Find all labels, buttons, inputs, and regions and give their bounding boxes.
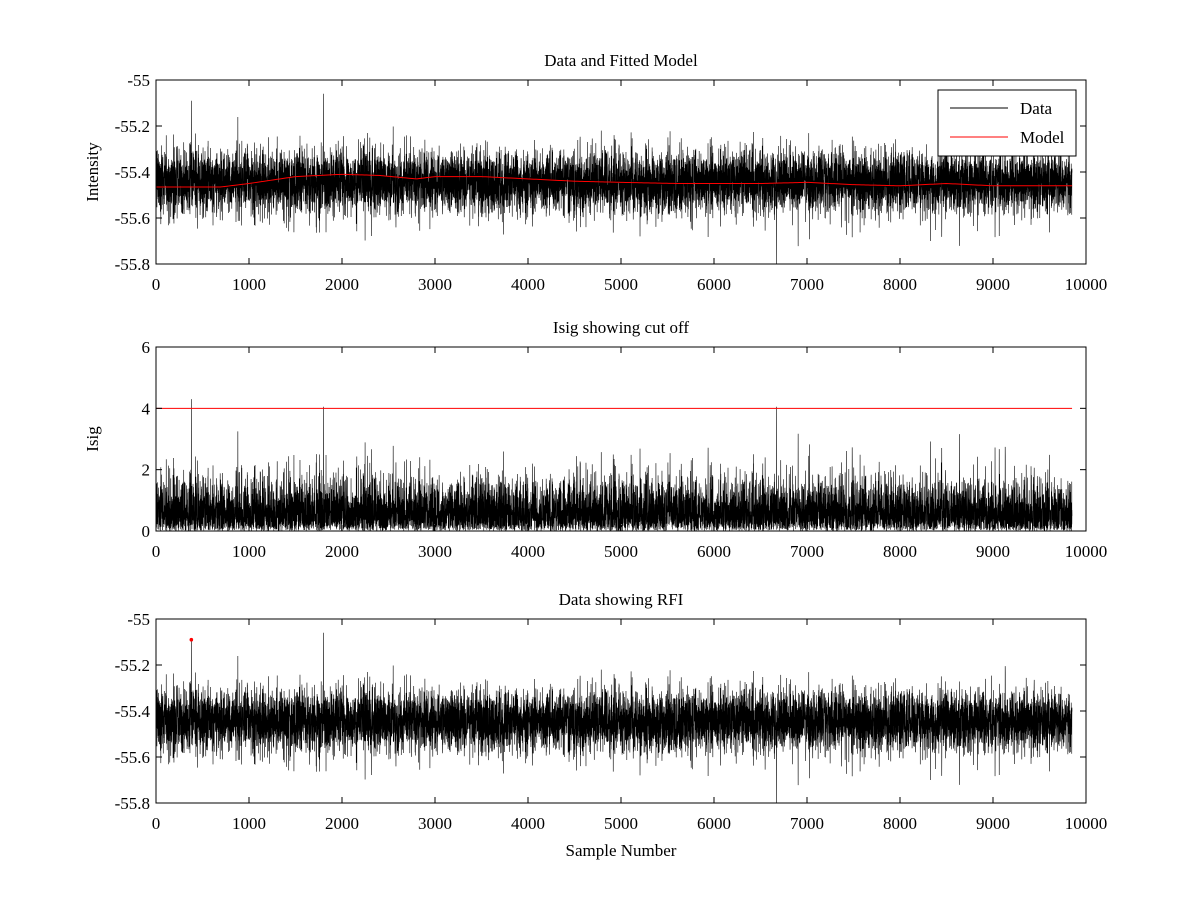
x-tick-label: 7000 [790, 275, 824, 294]
x-tick-label: 1000 [232, 542, 266, 561]
legend-box [937, 89, 1077, 157]
chart-1: 0 1000 2000 3000 4000 5000 6000 7000 8000 9000 100… [83, 51, 1107, 294]
x-tick-label: 0 [152, 275, 161, 294]
x-axis-label: Sample Number [566, 841, 677, 860]
chart-title: Isig showing cut off [553, 318, 689, 337]
y-tick-label: -55 [127, 71, 150, 90]
x-tick-label: 6000 [697, 542, 731, 561]
y-tick-label: 2 [142, 461, 151, 480]
legend-label-model: Model [1020, 128, 1065, 147]
y-tick-label: -55.8 [115, 255, 150, 274]
chart-title: Data showing RFI [559, 590, 684, 609]
x-tick-label: 6000 [697, 814, 731, 833]
x-tick-label: 3000 [418, 542, 452, 561]
x-tick-label: 8000 [883, 814, 917, 833]
x-tick-label: 3000 [418, 275, 452, 294]
y-axis-label: Isig [83, 426, 102, 452]
chart-3: 0 1000 2000 3000 4000 5000 6000 7000 8000 9000 100… [115, 590, 1108, 860]
plot-content [156, 93, 1073, 264]
y-tick-label: -55.4 [115, 163, 151, 182]
y-tick-label: -55.2 [115, 656, 150, 675]
x-tick-label: 9000 [976, 814, 1010, 833]
x-tick-label: 1000 [232, 275, 266, 294]
y-tick-label: 6 [142, 338, 151, 357]
x-tick-label: 0 [152, 814, 161, 833]
x-tick-label: 8000 [883, 275, 917, 294]
plot-content [156, 399, 1073, 531]
legend-label-data: Data [1020, 99, 1053, 118]
y-tick-label: -55.6 [115, 209, 150, 228]
series-isig [156, 399, 1073, 531]
y-tick-label: 4 [142, 399, 151, 418]
x-tick-label: 8000 [883, 542, 917, 561]
x-tick-label: 2000 [325, 275, 359, 294]
y-tick-label: -55.2 [115, 117, 150, 136]
plot-content [156, 632, 1073, 803]
y-tick-label: -55.8 [115, 794, 150, 813]
y-axis-label: Intensity [83, 142, 102, 202]
series-data [156, 632, 1073, 803]
y-tick-label: -55.4 [115, 702, 151, 721]
series-data [156, 93, 1073, 264]
x-tick-label: 9000 [976, 542, 1010, 561]
legend: Data Model [937, 89, 1077, 157]
x-tick-label: 10000 [1065, 814, 1108, 833]
x-tick-label: 3000 [418, 814, 452, 833]
y-tick-label: -55.6 [115, 748, 150, 767]
x-tick-label: 2000 [325, 542, 359, 561]
x-tick-label: 10000 [1065, 542, 1108, 561]
x-tick-label: 6000 [697, 275, 731, 294]
x-tick-label: 1000 [232, 814, 266, 833]
y-tick-label: -55 [127, 610, 150, 629]
x-tick-label: 4000 [511, 814, 545, 833]
x-tick-label: 5000 [604, 275, 638, 294]
x-tick-label: 10000 [1065, 275, 1108, 294]
x-tick-label: 7000 [790, 814, 824, 833]
x-tick-label: 5000 [604, 814, 638, 833]
y-tick-label: 0 [142, 522, 151, 541]
x-tick-label: 9000 [976, 275, 1010, 294]
series-model [156, 173, 1073, 188]
x-tick-label: 4000 [511, 275, 545, 294]
x-tick-label: 2000 [325, 814, 359, 833]
chart-2: 0 1000 2000 3000 4000 5000 6000 7000 8000 9000 100… [83, 318, 1107, 561]
chart-title: Data and Fitted Model [544, 51, 698, 70]
rfi-marker [189, 637, 194, 642]
x-tick-label: 4000 [511, 542, 545, 561]
x-tick-label: 0 [152, 542, 161, 561]
x-tick-label: 5000 [604, 542, 638, 561]
x-tick-label: 7000 [790, 542, 824, 561]
